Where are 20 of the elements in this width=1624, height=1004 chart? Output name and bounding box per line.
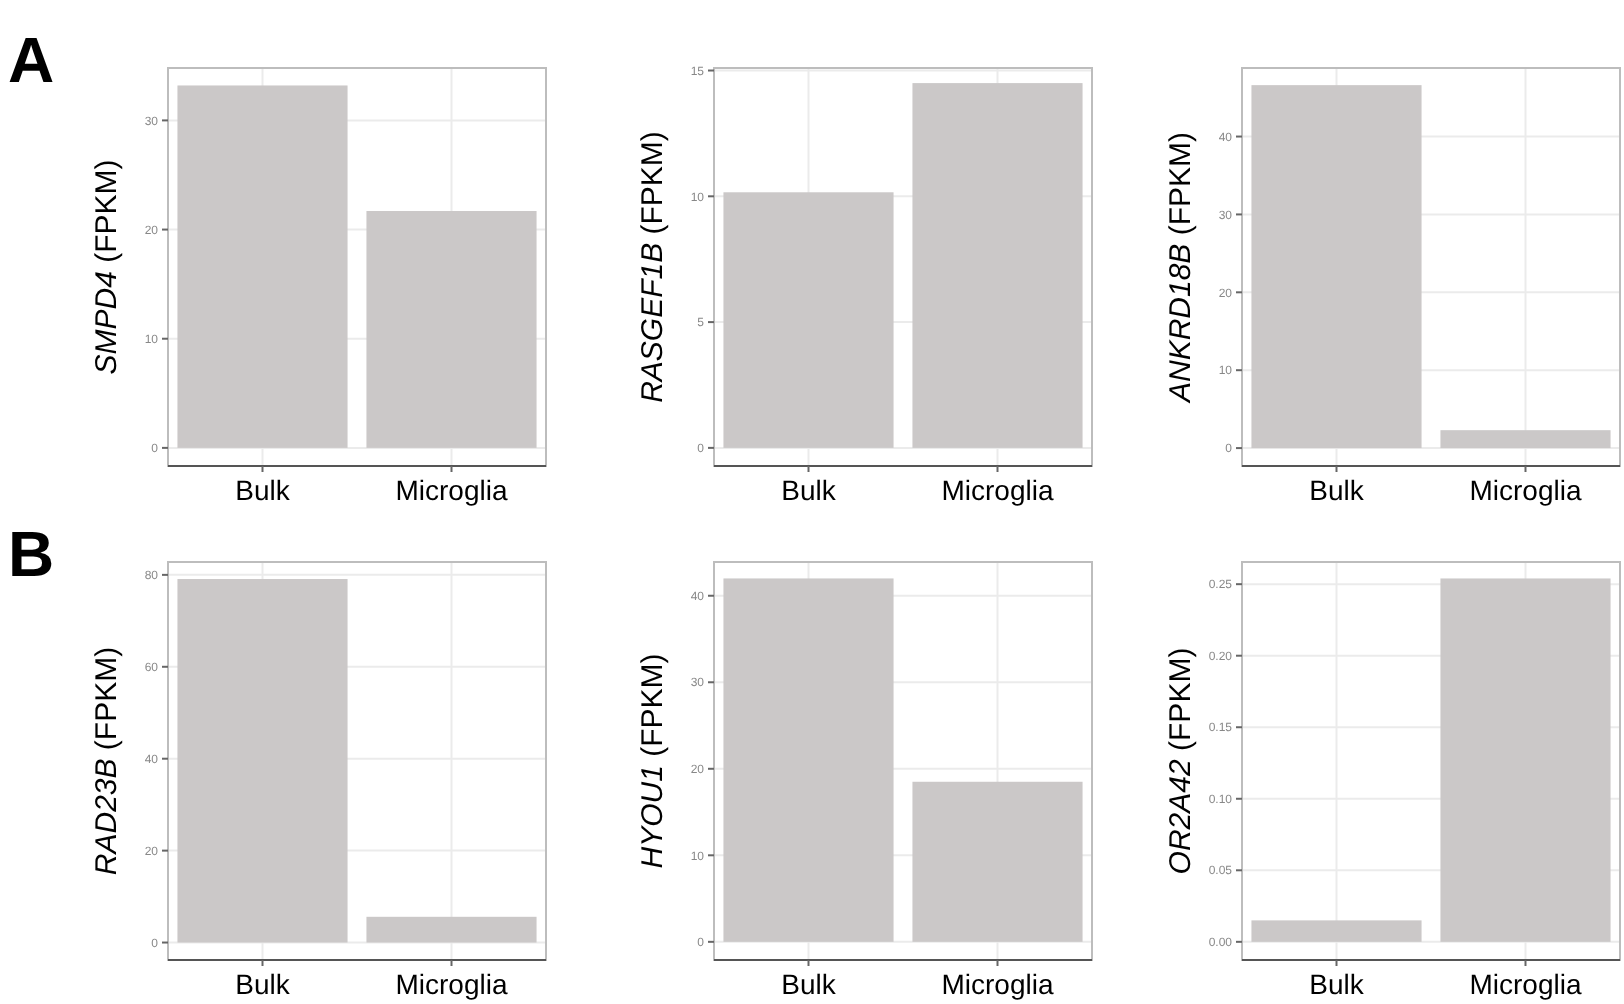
text: B xyxy=(8,518,55,590)
x-tick-label: Bulk xyxy=(781,968,838,1000)
y-axis-title: RAD23B (FPKM) xyxy=(90,646,124,876)
x-tick-label: Microglia xyxy=(1469,474,1582,506)
y-axis-title: ANKRD18B (FPKM) xyxy=(1164,131,1198,405)
y-axis-title: SMPD4 (FPKM) xyxy=(90,159,124,375)
y-axis-title: RASGEF1B (FPKM) xyxy=(636,131,670,403)
y-axis-title: OR2A42 (FPKM) xyxy=(1164,647,1198,875)
x-tick-label: Bulk xyxy=(235,474,292,506)
text: A xyxy=(8,24,55,96)
x-tick-label: Bulk xyxy=(235,968,292,1000)
x-tick-label: Microglia xyxy=(1469,968,1582,1000)
x-tick-label: Bulk xyxy=(781,474,838,506)
x-tick-label: Microglia xyxy=(941,474,1054,506)
x-tick-label: Microglia xyxy=(395,474,508,506)
y-axis-title: HYOU1 (FPKM) xyxy=(636,653,670,869)
x-tick-label: Bulk xyxy=(1309,474,1366,506)
x-tick-label: Microglia xyxy=(395,968,508,1000)
x-tick-label: Microglia xyxy=(941,968,1054,1000)
x-tick-label: Bulk xyxy=(1309,968,1366,1000)
